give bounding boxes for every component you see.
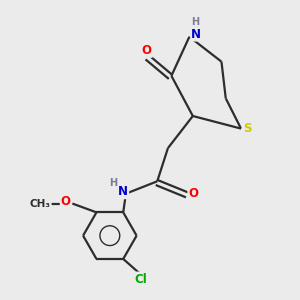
Text: O: O <box>61 195 71 208</box>
Text: H: H <box>190 17 199 27</box>
Text: CH₃: CH₃ <box>30 199 51 208</box>
Text: S: S <box>243 122 251 135</box>
Text: O: O <box>142 44 152 57</box>
Text: H: H <box>109 178 117 188</box>
Text: N: N <box>118 185 128 198</box>
Text: N: N <box>191 28 201 40</box>
Text: O: O <box>188 187 198 200</box>
Text: Cl: Cl <box>134 272 147 286</box>
